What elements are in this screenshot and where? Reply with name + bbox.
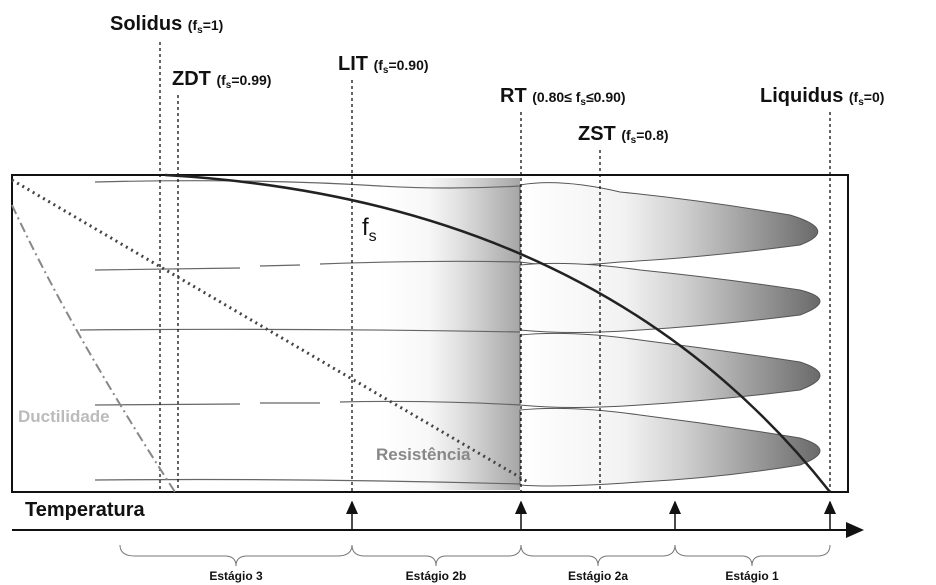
label-part: LIT — [338, 53, 368, 75]
stage-arrows — [346, 500, 836, 530]
label-part: =0) — [864, 89, 885, 105]
label-part: f — [362, 214, 369, 241]
frame — [11, 174, 849, 493]
fs-curve — [164, 173, 831, 493]
solidus-label: Solidus (fs=1) — [110, 13, 223, 36]
label-part: =1) — [203, 17, 224, 33]
axis-label: Temperatura — [25, 499, 146, 521]
label-part: =0.90) — [388, 57, 428, 73]
label-part: (f — [849, 89, 859, 105]
fs-label: fs — [362, 214, 377, 245]
label-part: (f — [188, 17, 198, 33]
label-part: Solidus — [110, 13, 182, 35]
label-part: s — [369, 228, 377, 245]
lit-label: LIT (fs=0.90) — [338, 53, 429, 76]
label-part: s — [858, 97, 864, 108]
label-part: (0.80≤ f — [532, 89, 580, 105]
label-part: s — [383, 65, 389, 76]
zdt-label: ZDT (fs=0.99) — [172, 68, 271, 91]
label-part: ≤0.90) — [586, 89, 626, 105]
marker-lines — [159, 42, 831, 492]
mushy-gradient — [380, 178, 520, 490]
label-part: s — [226, 80, 232, 91]
stage-label: Estágio 1 — [725, 569, 779, 583]
label-part: Liquidus — [760, 85, 843, 107]
stage-braces — [119, 544, 831, 567]
label-part: ZDT — [172, 68, 211, 90]
ductility-curve — [11, 204, 176, 493]
label-part: ZST — [578, 123, 616, 145]
label-part: s — [631, 135, 637, 146]
label-part: s — [580, 97, 586, 108]
dendrites — [519, 182, 821, 487]
ductility-label: Ductilidade — [18, 407, 110, 426]
stage-label: Estágio 3 — [209, 569, 263, 583]
label-part: =0.8) — [636, 127, 668, 143]
strength-curve — [11, 178, 529, 484]
stage-label: Estágio 2a — [568, 569, 628, 583]
label-part: =0.99) — [231, 72, 271, 88]
stage-label: Estágio 2b — [406, 569, 467, 583]
strength-label: Resistência — [376, 445, 471, 464]
label-part: RT — [500, 85, 527, 107]
label-part: s — [197, 25, 203, 36]
liquidus-label: Liquidus (fs=0) — [760, 85, 884, 108]
label-part: (f — [374, 57, 384, 73]
label-part: (f — [621, 127, 631, 143]
zst-label: ZST (fs=0.8) — [578, 123, 669, 146]
rt-label: RT (0.80≤ fs≤0.90) — [500, 85, 626, 108]
label-part: (f — [216, 72, 226, 88]
